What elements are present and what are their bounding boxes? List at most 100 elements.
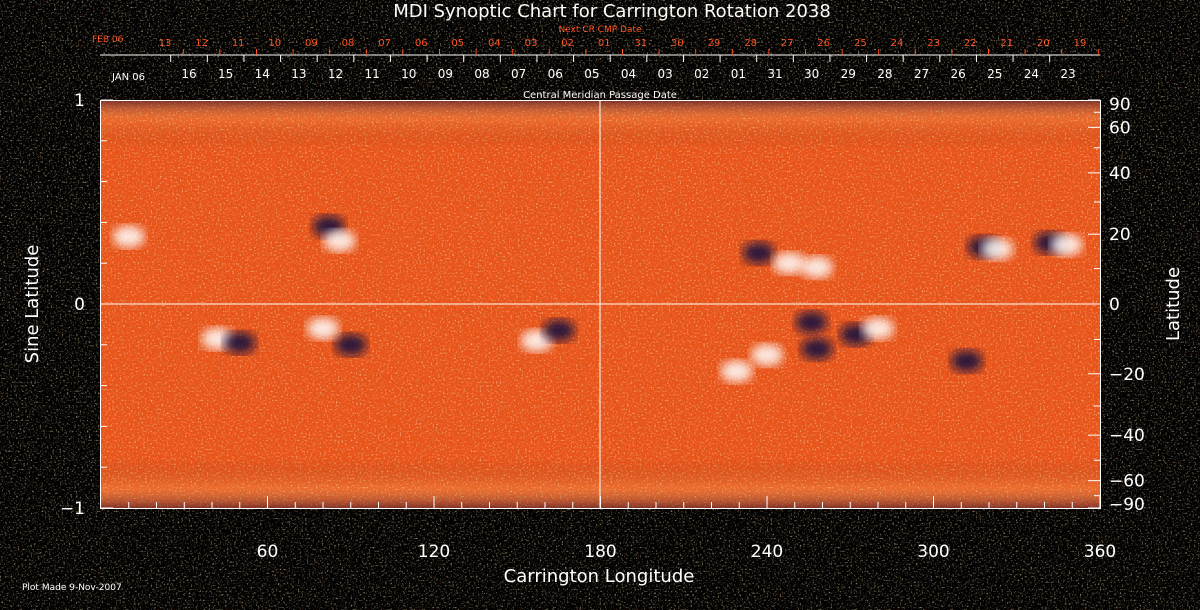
y-left-tick-label: 0: [74, 295, 85, 315]
axis-ticks: 60 120 180 240 300 360 1 0 −1 90 60 40 20 0 −20 −40 −60 −…: [60, 91, 1145, 562]
next-cr-date-label: 11: [232, 38, 245, 49]
next-cr-date-label: 29: [708, 38, 721, 49]
x-tick-label: 120: [418, 542, 450, 562]
cmp-date-label: 26: [950, 67, 965, 81]
x-tick-label: 60: [257, 542, 279, 562]
active-region-positive: [720, 360, 753, 383]
plot-made-note: Plot Made 9-Nov-2007: [22, 583, 122, 593]
active-region-positive: [751, 344, 783, 366]
current-cr-start-label: JAN 06: [111, 72, 145, 83]
active-region-positive: [112, 225, 145, 248]
magnetogram-map: [100, 100, 1101, 509]
next-cr-date-label: 13: [159, 38, 172, 49]
next-cr-date-label: 10: [268, 38, 281, 49]
next-cr-date-label: 07: [378, 38, 391, 49]
active-region-negative: [742, 242, 775, 264]
y-right-tick-label: −20: [1109, 365, 1145, 385]
active-region-negative: [950, 350, 983, 373]
cmp-date-label: 13: [291, 67, 306, 81]
next-cr-date-label: 23: [927, 38, 940, 49]
next-cr-date-label: 27: [781, 38, 794, 49]
next-cr-date-label: 21: [1000, 38, 1013, 49]
next-cr-date-label: 22: [964, 38, 977, 49]
cmp-date-label: 11: [364, 67, 379, 81]
next-cr-date-label: 01: [598, 38, 611, 49]
y-left-tick-label: 1: [74, 91, 85, 111]
next-cr-ticks: 13 12 11 10 09 08 07 06 05 04 03 02 01 31 30 29 28 27 26 25…: [159, 38, 1099, 55]
cmp-date-label: 10: [401, 67, 416, 81]
next-cr-date-label: 08: [342, 38, 355, 49]
next-cr-date-label: 05: [451, 38, 464, 49]
cmp-date-label: 15: [218, 67, 233, 81]
next-cr-date-label: 12: [195, 38, 208, 49]
cmp-date-label: 03: [657, 67, 672, 81]
next-cr-date-label: 24: [891, 38, 904, 49]
cmp-axis-title: Central Meridian Passage Date: [523, 90, 677, 101]
next-cr-date-label: 02: [561, 38, 574, 49]
active-region-negative: [334, 333, 367, 356]
cmp-date-label: 25: [987, 67, 1002, 81]
cmp-date-label: 28: [877, 67, 892, 81]
x-axis-label: Carrington Longitude: [504, 566, 695, 587]
cmp-date-label: 27: [914, 67, 929, 81]
y-right-tick-label: −60: [1109, 472, 1145, 492]
next-cr-date-label: 28: [744, 38, 757, 49]
cmp-date-label: 07: [511, 67, 526, 81]
active-region-negative: [800, 337, 833, 360]
cmp-date-label: 01: [731, 67, 746, 81]
next-cr-date-label: 30: [671, 38, 684, 49]
active-region-positive: [323, 229, 356, 252]
x-tick-label: 240: [751, 542, 783, 562]
x-tick-label: 360: [1084, 542, 1116, 562]
cmp-date-label: 08: [474, 67, 489, 81]
active-region-negative: [795, 311, 828, 334]
next-cr-date-label: 06: [415, 38, 428, 49]
top-date-axes: Next CR CMP Date FEB 06 13 12 11 10 09 08 07 06…: [92, 25, 1100, 101]
active-region-positive: [800, 256, 833, 279]
cmp-date-label: 09: [438, 67, 453, 81]
y-axis-right-label: Latitude: [1163, 267, 1184, 341]
y-axis-left-label: Sine Latitude: [22, 245, 43, 364]
active-region-positive: [981, 237, 1014, 260]
cmp-date-label: 29: [841, 67, 856, 81]
next-cr-date-label: 20: [1037, 38, 1050, 49]
cmp-date-label: 31: [767, 67, 782, 81]
y-right-tick-label: 40: [1109, 164, 1131, 184]
cmp-date-label: 12: [328, 67, 343, 81]
active-region-positive: [307, 317, 339, 340]
next-cr-date-label: 09: [305, 38, 318, 49]
y-left-tick-label: −1: [60, 499, 85, 519]
next-cr-date-label: 19: [1074, 38, 1087, 49]
y-right-tick-label: 90: [1109, 95, 1131, 115]
active-region-positive: [773, 252, 806, 275]
cmp-date-label: 23: [1060, 67, 1075, 81]
next-cr-date-label: 31: [634, 38, 647, 49]
cmp-date-label: 04: [621, 67, 636, 81]
cmp-date-label: 05: [584, 67, 599, 81]
cmp-date-label: 24: [1024, 67, 1039, 81]
next-cr-date-label: 25: [854, 38, 867, 49]
y-right-tick-label: 60: [1109, 118, 1131, 138]
active-region-negative: [223, 331, 256, 354]
next-cr-date-label: 03: [525, 38, 538, 49]
next-cr-date-label: 26: [817, 38, 830, 49]
x-tick-label: 180: [584, 542, 616, 562]
plot-frame: [100, 100, 1101, 509]
x-tick-label: 300: [917, 542, 949, 562]
cmp-date-label: 30: [804, 67, 819, 81]
active-region-negative: [542, 319, 575, 342]
next-cr-date-label: 04: [488, 38, 501, 49]
active-region-positive: [862, 317, 894, 340]
cmp-date-label: 02: [694, 67, 709, 81]
current-cr-ticks: 16 15 14 13 12 11 10 09 08 07 06 05 04 03 02 01 31 30 29 28…: [170, 55, 1076, 81]
cmp-date-label: 14: [255, 67, 270, 81]
active-regions: [112, 215, 1083, 383]
y-right-tick-label: 20: [1109, 225, 1131, 245]
y-right-tick-label: 0: [1109, 295, 1120, 315]
next-cr-start-label: FEB 06: [92, 35, 124, 45]
active-region-positive: [1050, 233, 1083, 256]
cmp-date-label: 06: [548, 67, 563, 81]
chart-title: MDI Synoptic Chart for Carrington Rotati…: [393, 1, 831, 22]
y-right-tick-label: −40: [1109, 426, 1145, 446]
